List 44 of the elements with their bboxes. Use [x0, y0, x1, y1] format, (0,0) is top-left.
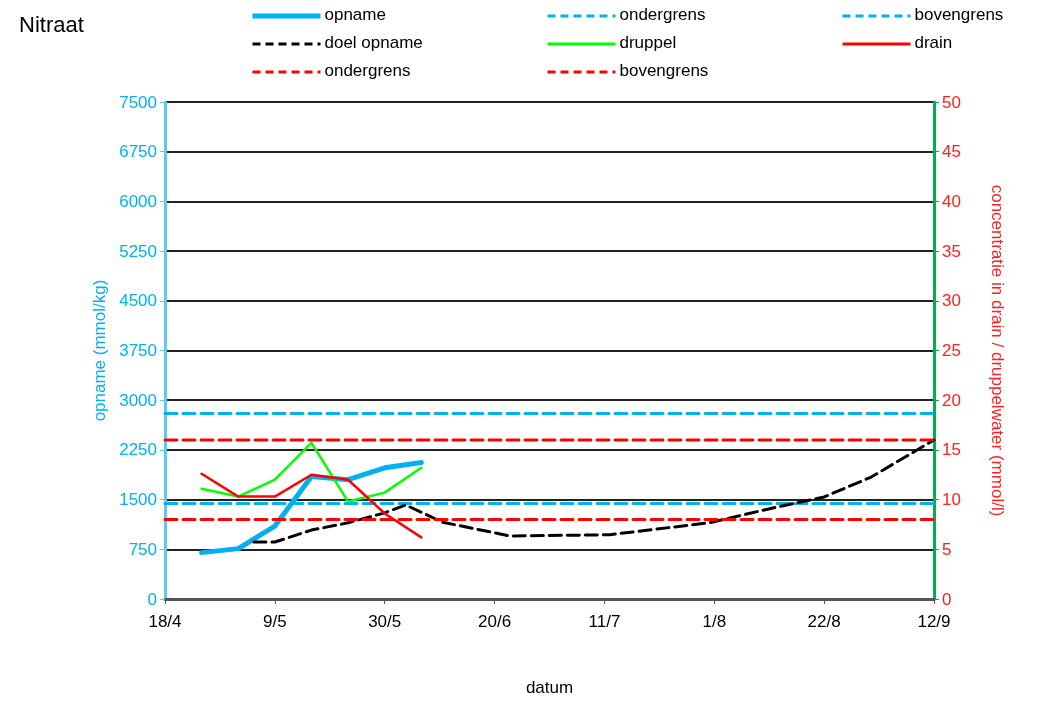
y-axis-title: opname (mmol/kg): [90, 279, 110, 422]
legend-label: bovengrens: [914, 5, 1004, 24]
x-tick-label: 9/5: [263, 612, 287, 631]
legend-label: ondergrens: [324, 61, 411, 80]
y-tick-label: 4500: [119, 291, 157, 311]
x-tick-label: 20/6: [478, 612, 512, 631]
x-tick-label: 30/5: [368, 612, 402, 631]
y2-tick-label: 25: [942, 341, 961, 360]
legend-label: ondergrens: [619, 5, 706, 24]
x-tick-label: 18/4: [148, 612, 182, 631]
legend-label: druppel: [619, 33, 677, 52]
y-tick-label: 1500: [119, 490, 157, 510]
x-tick-label: 1/8: [702, 612, 727, 631]
y-tick-label: 0: [147, 589, 157, 609]
y2-tick-label: 5: [942, 539, 952, 559]
line-series: [200, 441, 423, 503]
legend-label: opname: [324, 5, 386, 24]
y-tick-label: 3000: [119, 390, 157, 410]
y2-tick-label: 30: [942, 291, 961, 311]
y2-axis-title: concentratie in drain / druppelwater (mmol/l): [988, 184, 1007, 517]
y2-tick-label: 40: [942, 191, 961, 211]
y-tick-label: 2250: [119, 440, 157, 460]
legend-label: bovengrens: [619, 61, 709, 80]
y2-tick-label: 20: [942, 390, 961, 410]
x-tick-label: 22/8: [807, 612, 841, 631]
y2-tick-label: 0: [942, 589, 952, 609]
y-tick-label: 6750: [119, 142, 157, 162]
y-tick-label: 750: [128, 539, 157, 559]
y2-tick-label: 45: [942, 142, 961, 162]
y2-tick-label: 15: [942, 440, 961, 460]
legend-label: doel opname: [324, 33, 423, 52]
line-series: [252, 438, 936, 544]
y2-tick-label: 10: [942, 490, 961, 510]
x-tick-label: 12/9: [917, 612, 951, 631]
y-tick-label: 3750: [119, 341, 157, 360]
y-tick-label: 5250: [119, 241, 157, 261]
legend-label: drain: [914, 33, 953, 52]
x-axis-title: datum: [525, 678, 574, 697]
y-tick-label: 6000: [119, 191, 157, 211]
y-tick-label: 7500: [119, 92, 157, 112]
y2-tick-label: 35: [942, 241, 961, 261]
chart-title: Nitraat: [19, 11, 84, 37]
y2-tick-label: 50: [942, 92, 961, 112]
x-tick-label: 11/7: [588, 612, 621, 631]
